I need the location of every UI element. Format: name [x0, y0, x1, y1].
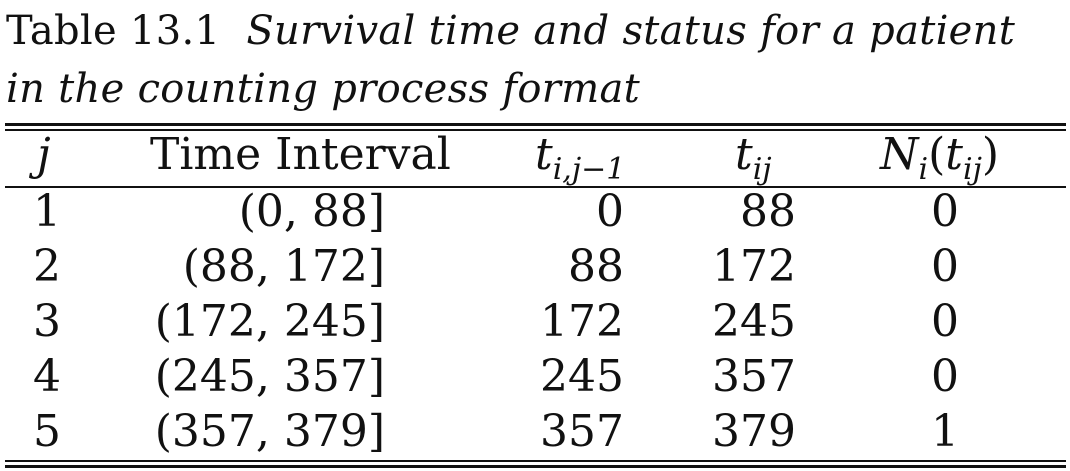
cell-t-cur: 172	[712, 241, 796, 292]
cell-t-prev: 357	[540, 406, 624, 457]
cell-j: 3	[33, 296, 61, 347]
bottom-rule-inner	[5, 460, 1066, 462]
table-row: 4 (245, 357] 245 357 0	[5, 349, 1066, 405]
top-rule	[5, 123, 1066, 126]
bottom-rule	[5, 465, 1066, 468]
cell-interval: (172, 245]	[154, 296, 385, 347]
cell-interval: (88, 172]	[182, 241, 385, 292]
cell-interval: (357, 379]	[154, 406, 385, 457]
cell-j: 5	[33, 406, 61, 457]
cell-t-prev: 245	[540, 351, 624, 402]
header-row: j Time Interval ti,j−1 tij Ni(tij)	[5, 127, 1066, 187]
header-j: j	[37, 129, 51, 180]
table-row: 5 (357, 379] 357 379 1	[5, 404, 1066, 460]
cell-t-cur: 357	[712, 351, 796, 402]
header-t-prev: ti,j−1	[535, 129, 626, 187]
header-rule	[5, 186, 1066, 188]
cell-t-prev: 0	[596, 186, 624, 237]
cell-j: 1	[33, 186, 61, 237]
table-row: 1 (0, 88] 0 88 0	[5, 184, 1066, 240]
table-caption: Table 13.1 Survival time and status for …	[6, 2, 1064, 118]
table-number: Table 13.1	[6, 8, 221, 54]
table-row: 2 (88, 172] 88 172 0	[5, 239, 1066, 295]
top-rule-inner	[5, 129, 1066, 131]
header-t-cur: tij	[735, 129, 772, 187]
cell-t-prev: 172	[540, 296, 624, 347]
cell-j: 2	[33, 241, 61, 292]
cell-n: 0	[931, 186, 959, 237]
cell-n: 0	[931, 296, 959, 347]
cell-n: 0	[931, 241, 959, 292]
header-time-interval: Time Interval	[150, 129, 451, 180]
table-title: Survival time and status for a patient i…	[6, 8, 1016, 112]
cell-j: 4	[33, 351, 61, 402]
data-table: j Time Interval ti,j−1 tij Ni(tij)	[5, 0, 1066, 471]
cell-t-cur: 379	[712, 406, 796, 457]
table-body: 1 (0, 88] 0 88 0 2 (88, 172] 88 172 0 3 …	[5, 0, 1066, 471]
cell-interval: (0, 88]	[238, 186, 385, 237]
cell-t-cur: 245	[712, 296, 796, 347]
cell-t-prev: 88	[568, 241, 624, 292]
table-row: 3 (172, 245] 172 245 0	[5, 294, 1066, 350]
cell-n: 1	[931, 406, 959, 457]
cell-t-cur: 88	[740, 186, 796, 237]
header-n: Ni(tij)	[880, 129, 1000, 187]
cell-interval: (245, 357]	[154, 351, 385, 402]
cell-n: 0	[931, 351, 959, 402]
